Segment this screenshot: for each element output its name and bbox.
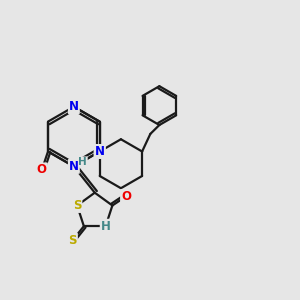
Text: O: O bbox=[37, 164, 47, 176]
Text: N: N bbox=[95, 145, 105, 158]
Text: H: H bbox=[101, 220, 111, 233]
Text: H: H bbox=[78, 157, 87, 167]
Text: O: O bbox=[121, 190, 131, 203]
Text: N: N bbox=[69, 160, 79, 173]
Text: S: S bbox=[68, 234, 77, 247]
Text: N: N bbox=[95, 145, 105, 158]
Text: S: S bbox=[73, 199, 81, 212]
Text: N: N bbox=[69, 100, 79, 113]
